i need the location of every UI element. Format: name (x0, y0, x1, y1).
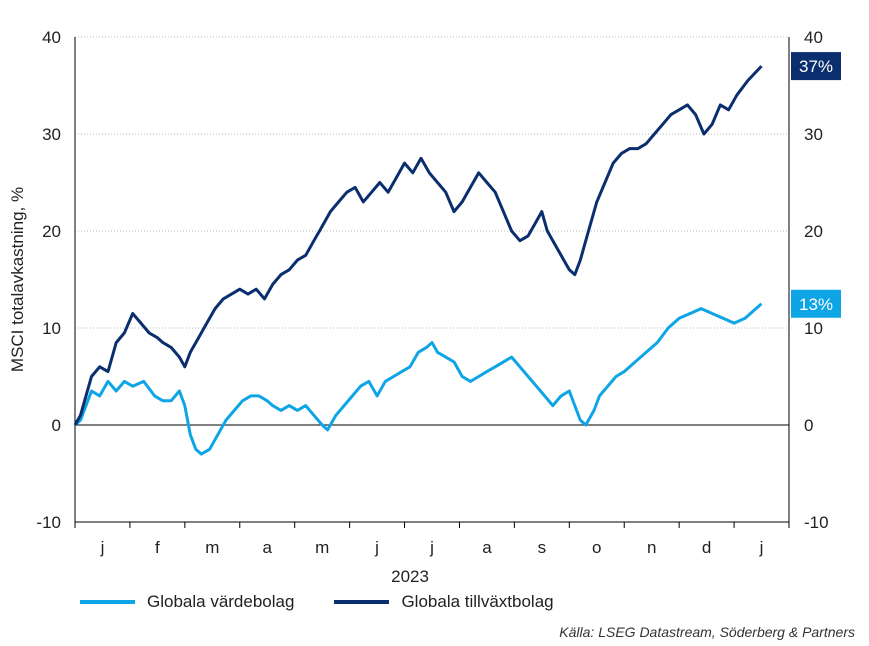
y2-tick-label: -10 (804, 513, 829, 532)
end-label-text: 13% (799, 295, 833, 314)
left-y-axis-ticks: -10 0 10 20 30 40 (36, 28, 61, 532)
y-tick-label: 20 (42, 222, 61, 241)
legend-item-growth: Globala tillväxtbolag (334, 592, 554, 612)
y2-tick-label: 40 (804, 28, 823, 47)
month-label: o (592, 538, 601, 557)
end-label-box (791, 52, 841, 81)
month-label: d (702, 538, 711, 557)
legend-swatch-growth (334, 600, 390, 604)
y2-tick-label: 0 (804, 416, 813, 435)
month-label: m (315, 538, 329, 557)
end-label-1: 37% (791, 52, 841, 81)
y-tick-label: 40 (42, 28, 61, 47)
month-label: j (429, 538, 434, 557)
end-label-text: 37% (799, 57, 833, 76)
y-tick-label: 30 (42, 125, 61, 144)
series-line-0 (74, 302, 763, 456)
legend: Globala värdebolag Globala tillväxtbolag (80, 592, 594, 612)
y-tick-label: 10 (42, 319, 61, 338)
month-label: m (205, 538, 219, 557)
end-labels: 13% 37% (791, 52, 841, 318)
end-label-box (791, 289, 841, 318)
month-label: j (374, 538, 379, 557)
y2-tick-label: 10 (804, 319, 823, 338)
month-label: s (538, 538, 547, 557)
right-y-axis-ticks: -10 0 10 20 30 40 (804, 28, 829, 532)
y-axis-label: MSCI totalavkastning, % (8, 187, 27, 372)
series-lines (73, 65, 763, 456)
y2-tick-label: 30 (804, 125, 823, 144)
month-label: a (262, 538, 272, 557)
legend-label-value: Globala värdebolag (147, 592, 295, 611)
legend-swatch-value (80, 600, 135, 604)
x-axis-label: 2023 (391, 567, 429, 586)
legend-item-value: Globala värdebolag (80, 592, 294, 612)
month-label: j (759, 538, 764, 557)
y-tick-label: 0 (52, 416, 61, 435)
series-line-1 (73, 65, 763, 426)
y-tick-label: -10 (36, 513, 61, 532)
y2-tick-label: 20 (804, 222, 823, 241)
axes (74, 37, 790, 528)
month-label: a (482, 538, 492, 557)
month-label: f (155, 538, 160, 557)
source-note: Källa: LSEG Datastream, Söderberg & Part… (559, 624, 855, 640)
month-label: j (100, 538, 105, 557)
month-label: n (647, 538, 656, 557)
end-label-0: 13% (791, 289, 841, 318)
legend-label-growth: Globala tillväxtbolag (401, 592, 554, 611)
